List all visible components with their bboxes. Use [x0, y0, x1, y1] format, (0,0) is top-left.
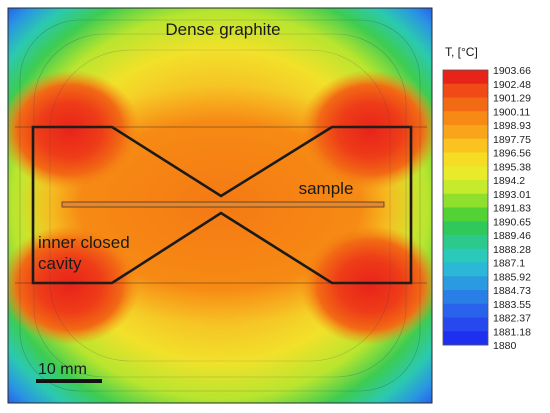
colorbar-tick-label: 1880	[493, 340, 517, 352]
sample-bar	[61, 201, 385, 208]
colorbar-tick-label: 1884.73	[493, 285, 531, 297]
colorbar-tick-label: 1896.56	[493, 148, 531, 160]
colorbar-title: T, [°C]	[445, 45, 478, 59]
colorbar-swatch	[443, 83, 488, 98]
colorbar-tick-label: 1887.1	[493, 258, 525, 270]
colorbar-tick-label: 1888.28	[493, 244, 531, 256]
colorbar-swatch	[443, 290, 488, 305]
colorbar-tick-label: 1883.55	[493, 299, 531, 311]
colorbar-swatch	[443, 125, 488, 140]
colorbar-swatch	[443, 70, 488, 85]
colorbar-tick-label: 1894.2	[493, 175, 525, 187]
colorbar-swatch	[443, 276, 488, 291]
colorbar-swatch	[443, 235, 488, 250]
colorbar-tick-label: 1895.38	[493, 161, 531, 173]
colorbar-swatch	[443, 180, 488, 195]
colorbar-tick-label: 1891.83	[493, 203, 531, 215]
colorbar-tick-label: 1881.18	[493, 326, 531, 338]
colorbar-swatch	[443, 331, 488, 346]
cavity-label-line2: cavity	[38, 254, 82, 273]
colorbar-swatch	[443, 138, 488, 153]
colorbar-tick-label: 1890.65	[493, 216, 531, 228]
cavity-label-line1: inner closed	[38, 233, 130, 252]
colorbar-swatch	[443, 166, 488, 181]
scale-label: 10 mm	[38, 361, 87, 378]
domain-border	[7, 7, 433, 404]
colorbar-tick-label: 1903.66	[493, 65, 531, 77]
colorbar-tick-label: 1901.29	[493, 93, 531, 105]
colorbar-tick-label: 1900.11	[493, 106, 530, 118]
colorbar-tick-label: 1882.37	[493, 313, 531, 325]
colorbar-swatch	[443, 303, 488, 318]
colorbar-swatch	[443, 111, 488, 126]
colorbar-tick-label: 1897.75	[493, 134, 531, 146]
colorbar-swatch	[443, 207, 488, 222]
colorbar-swatch	[443, 317, 488, 332]
colorbar-swatch	[443, 221, 488, 236]
colorbar-frame	[442, 69, 489, 346]
colorbar-swatch	[443, 248, 488, 263]
dense-graphite-label: Dense graphite	[165, 20, 280, 39]
colorbar-tick-label: 1885.92	[493, 271, 531, 283]
colorbar-tick-label: 1893.01	[493, 189, 531, 201]
sample-label: sample	[299, 179, 354, 198]
colorbar-swatch	[443, 152, 488, 167]
colorbar-tick-label: 1902.48	[493, 79, 531, 91]
colorbar-tick-label: 1898.93	[493, 120, 531, 132]
colorbar-swatch	[443, 193, 488, 208]
colorbar-swatch	[443, 97, 488, 112]
colorbar-tick-label: 1889.46	[493, 230, 531, 242]
scale-bar	[36, 379, 102, 383]
colorbar-swatch	[443, 262, 488, 277]
